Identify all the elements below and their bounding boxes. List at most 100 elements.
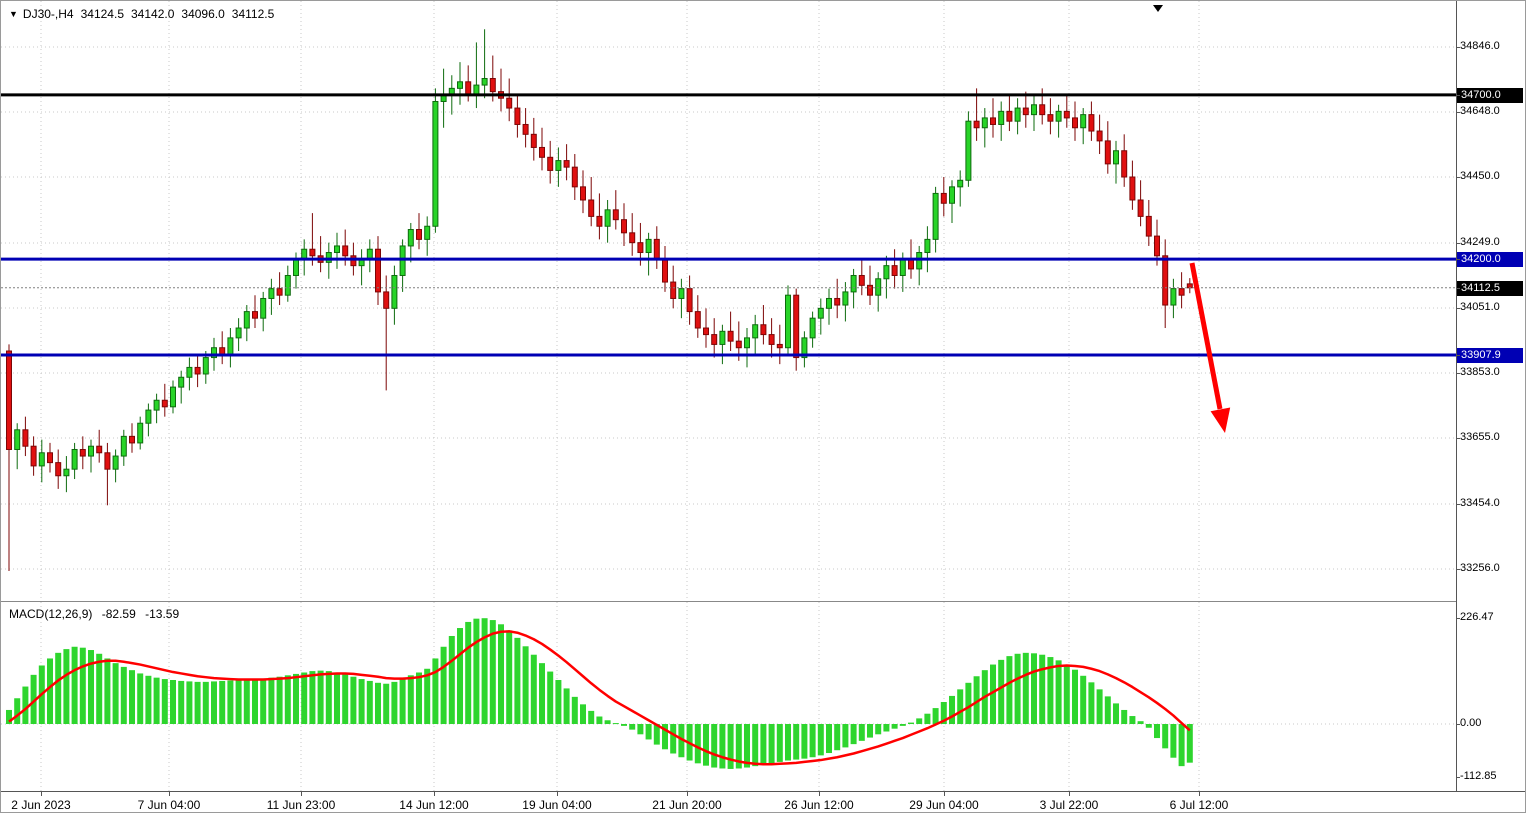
time-axis-tick [434, 792, 435, 796]
candle-body [1121, 150, 1128, 178]
chart-shift-marker-icon[interactable] [1153, 5, 1163, 12]
candle-body [957, 179, 964, 188]
macd-histogram-bar [965, 682, 972, 725]
candle-body [424, 225, 431, 240]
candle-body [391, 274, 398, 309]
macd-histogram-bar [268, 677, 275, 725]
candle-body [899, 258, 906, 276]
macd-histogram-bar [957, 689, 964, 725]
macd-histogram-bar [1129, 716, 1136, 725]
candle-body [137, 422, 144, 444]
macd-histogram-bar [547, 671, 554, 725]
macd-histogram-bar [334, 672, 340, 725]
candle-body [211, 347, 217, 359]
candle-body [735, 340, 742, 349]
price-axis-label: 34846.0 [1460, 39, 1500, 52]
price-level-badge: 34200.0 [1457, 252, 1523, 268]
candle-body [1162, 255, 1169, 306]
candle-body [506, 97, 513, 109]
macd-histogram-bar [1121, 709, 1128, 725]
price-axis-divider [1456, 1, 1457, 791]
candle-body [596, 215, 603, 227]
price-axis-tick [1456, 372, 1460, 374]
macd-histogram-bar [826, 724, 832, 754]
candle-body [489, 78, 496, 93]
macd-histogram-bar [391, 681, 398, 725]
macd-histogram-bar [793, 724, 800, 760]
candle-body [284, 274, 291, 296]
candle-body [1006, 110, 1013, 122]
macd-histogram-bar [112, 663, 119, 725]
candle-body [30, 445, 37, 467]
candle-body [1178, 288, 1185, 296]
macd-histogram-bar [645, 724, 652, 740]
candle-body [145, 409, 152, 424]
candle-body [522, 123, 529, 135]
macd-histogram-bar [243, 679, 250, 725]
one-click-trading-toggle-icon[interactable]: ▼ [9, 9, 18, 19]
macd-histogram-bar [260, 678, 267, 725]
panel-divider[interactable] [1, 601, 1456, 602]
time-axis-label: 6 Jul 12:00 [1169, 798, 1229, 812]
price-axis-label: 33256.0 [1460, 561, 1500, 574]
candle-body [973, 120, 980, 129]
candle-body [178, 376, 185, 388]
candle-body [1104, 140, 1111, 165]
down-arrow-head[interactable] [1210, 407, 1231, 434]
price-chart-canvas[interactable] [1, 1, 1456, 601]
candle-body [268, 288, 275, 299]
macd-histogram-bar [990, 664, 996, 725]
candle-body [96, 445, 103, 454]
macd-histogram-bar [580, 704, 586, 725]
time-axis-tick [944, 792, 945, 796]
candle-body [891, 265, 898, 276]
macd-histogram-bar [498, 624, 504, 725]
macd-histogram-bar [309, 671, 316, 725]
candle-body [79, 448, 86, 457]
price-axis-label: 34249.0 [1460, 235, 1500, 248]
macd-histogram-bar [424, 668, 431, 725]
candle-body [1129, 176, 1136, 201]
price-axis-tick [1456, 46, 1460, 48]
macd-histogram-bar [211, 681, 217, 725]
macd-histogram-bar [178, 680, 185, 725]
time-axis-label: 3 Jul 22:00 [1039, 798, 1099, 812]
price-level-badge: 34700.0 [1457, 87, 1523, 103]
candle-body [752, 324, 759, 339]
candle-body [1055, 110, 1062, 122]
candle-body [129, 435, 135, 444]
candle-body [1022, 107, 1029, 116]
macd-histogram-bar [399, 678, 406, 725]
macd-histogram-bar [358, 679, 365, 725]
macd-histogram-bar [1186, 724, 1193, 763]
candle-body [932, 192, 939, 240]
candle-body [1145, 215, 1152, 237]
macd-histogram-bar [662, 724, 668, 750]
macd-histogram-bar [47, 658, 53, 725]
macd-histogram-bar [858, 724, 865, 741]
macd-panel-canvas[interactable] [1, 602, 1456, 791]
macd-histogram-bar [489, 620, 496, 725]
macd-histogram-bar [563, 688, 570, 725]
macd-histogram-bar [571, 696, 578, 725]
candle-body [653, 238, 660, 260]
macd-histogram-bar [834, 724, 841, 751]
macd-histogram-bar [588, 710, 595, 725]
macd-histogram-bar [678, 724, 685, 758]
macd-histogram-bar [908, 722, 914, 725]
macd-histogram-bar [432, 658, 439, 725]
candle-body [350, 255, 357, 267]
macd-signal-value: -13.59 [145, 607, 180, 621]
candle-body [1154, 235, 1160, 257]
macd-histogram-bar [219, 680, 226, 725]
macd-histogram-bar [407, 675, 414, 725]
candle-body [1088, 114, 1095, 132]
macd-histogram-bar [768, 724, 775, 764]
macd-histogram-bar [194, 681, 201, 725]
time-axis-label: 2 Jun 2023 [11, 798, 71, 812]
down-arrow-shaft[interactable] [1189, 262, 1223, 410]
candle-body [530, 133, 537, 148]
price-axis-tick [1456, 287, 1460, 289]
candle-body [88, 445, 94, 457]
macd-histogram-bar [145, 675, 152, 725]
